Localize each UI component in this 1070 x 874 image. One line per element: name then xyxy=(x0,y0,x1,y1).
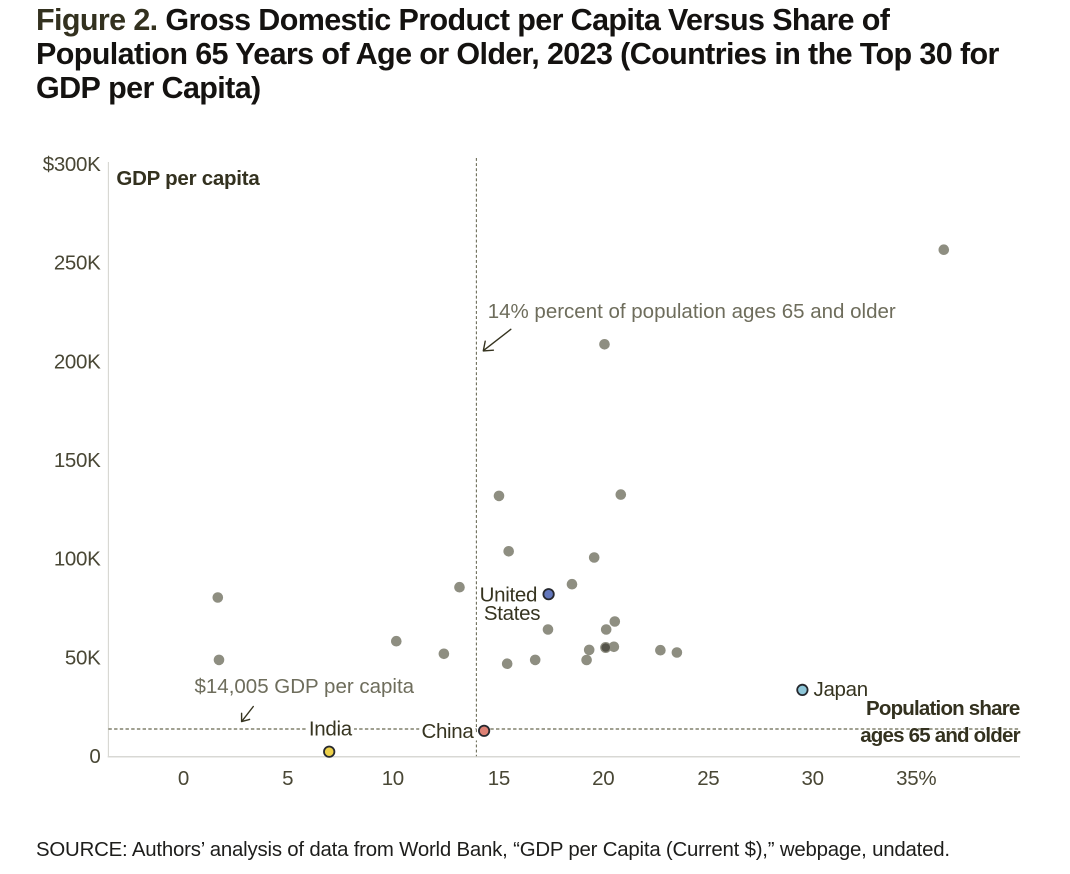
svg-text:250K: 250K xyxy=(54,252,101,275)
svg-text:14% percent of population ages: 14% percent of population ages 65 and ol… xyxy=(488,300,896,323)
svg-text:10: 10 xyxy=(382,767,404,790)
svg-text:GDP per capita: GDP per capita xyxy=(116,167,260,190)
svg-text:100K: 100K xyxy=(54,548,101,571)
svg-text:$300K: $300K xyxy=(43,153,101,176)
svg-text:20: 20 xyxy=(592,767,614,790)
svg-text:Japan: Japan xyxy=(814,678,868,701)
svg-text:China: China xyxy=(421,720,474,743)
svg-text:0: 0 xyxy=(89,745,100,768)
svg-text:25: 25 xyxy=(697,767,719,790)
svg-text:5: 5 xyxy=(282,767,293,790)
svg-text:15: 15 xyxy=(488,767,510,790)
svg-text:150K: 150K xyxy=(54,449,101,472)
svg-text:35%: 35% xyxy=(896,767,936,790)
svg-text:ages 65 and older: ages 65 and older xyxy=(860,724,1020,747)
svg-text:India: India xyxy=(309,718,353,741)
svg-text:United: United xyxy=(480,584,537,607)
svg-text:200K: 200K xyxy=(54,350,101,373)
svg-text:30: 30 xyxy=(801,767,823,790)
svg-text:$14,005 GDP per capita: $14,005 GDP per capita xyxy=(195,675,415,698)
svg-text:States: States xyxy=(484,602,540,625)
svg-text:0: 0 xyxy=(178,767,189,790)
svg-text:Population share: Population share xyxy=(866,697,1020,720)
svg-text:50K: 50K xyxy=(65,646,101,669)
